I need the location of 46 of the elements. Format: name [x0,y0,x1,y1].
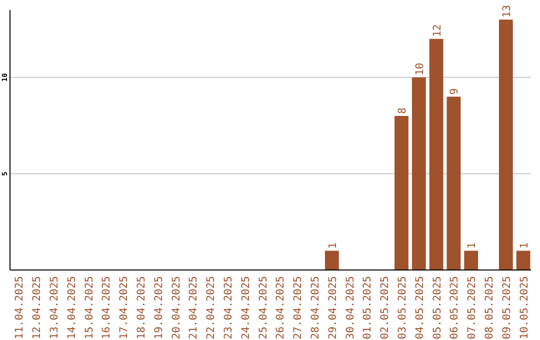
x-tick-label: 30.04.2025 [344,276,356,340]
data-label: 1 [466,242,478,249]
data-label: 8 [396,108,408,114]
x-tick-label: 25.04.2025 [257,276,270,340]
x-tick-label: 17.04.2025 [118,276,130,340]
bar [498,20,513,270]
x-tick-label: 26.04.2025 [274,276,287,340]
x-tick-label: 13.04.2025 [48,276,60,340]
bar [516,250,530,270]
x-tick-label: 01.05.2025 [362,276,374,340]
x-tick-label: 18.04.2025 [136,276,148,340]
x-tick-label: 02.05.2025 [379,276,392,340]
x-tick-label: 07.05.2025 [466,276,478,340]
x-tick-label: 28.04.2025 [310,276,322,340]
x-tick-label: 27.04.2025 [292,276,304,340]
x-tick-label: 03.05.2025 [396,276,408,340]
x-tick-label: 29.04.2025 [326,276,339,340]
x-tick-label: 23.04.2025 [222,276,234,340]
x-tick-label: 24.04.2025 [240,276,252,340]
bar [394,116,408,270]
bar [412,77,426,270]
x-tick-label: 09.05.2025 [500,276,513,340]
data-label: 10 [414,62,426,76]
x-tick-label: 11.04.2025 [14,276,26,340]
x-tick-label: 14.04.2025 [66,276,78,340]
data-label: 12 [431,24,444,37]
x-tick-label: 21.04.2025 [188,276,200,340]
data-label: 9 [448,88,461,95]
x-tick-label: 15.04.2025 [83,276,96,340]
x-tick-label: 20.04.2025 [170,276,182,340]
x-tick-label: 10.05.2025 [518,276,530,340]
bar [429,38,444,270]
bar [464,250,478,270]
x-tick-label: 22.04.2025 [205,276,218,340]
data-label: 1 [518,242,530,249]
x-tick-label: 16.04.2025 [100,276,113,340]
x-tick-label: 08.05.2025 [484,276,496,340]
x-tick-label: 12.04.2025 [31,276,44,340]
x-tick-label: 19.04.2025 [152,276,165,340]
bar [446,96,461,270]
x-tick-label: 04.05.2025 [414,276,426,340]
x-tick-label: 05.05.2025 [431,276,444,340]
data-label: 1 [326,242,339,249]
bar [324,250,339,270]
data-label: 13 [500,4,513,18]
x-tick-label: 06.05.2025 [448,276,461,340]
